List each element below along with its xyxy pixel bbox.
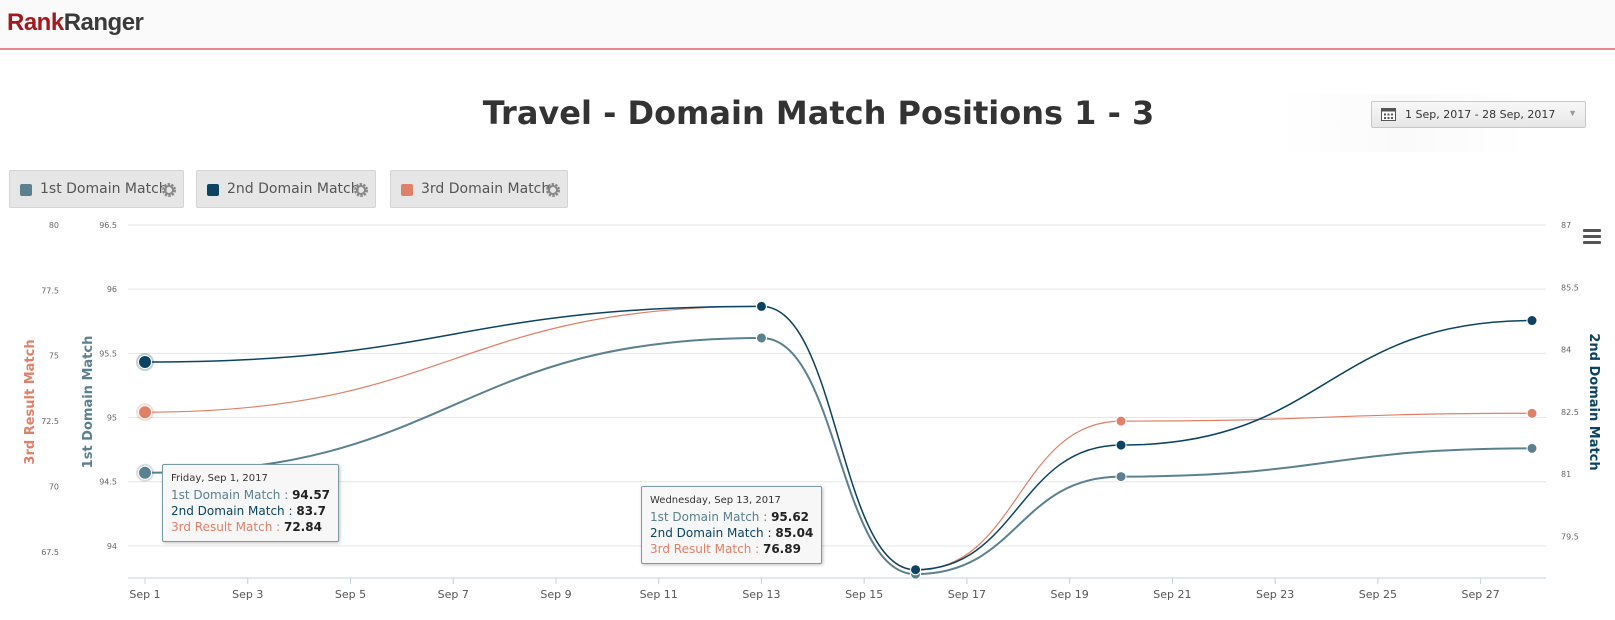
y-tick-label-3rd-result: 77.5 — [41, 286, 59, 295]
y-tick-label-2nd-domain: 84 — [1561, 346, 1571, 355]
legend-swatch — [207, 184, 219, 196]
tooltip-row-label: 2nd Domain Match : — [650, 526, 776, 540]
data-point — [138, 465, 152, 480]
data-point — [1526, 442, 1538, 454]
date-range-label: 1 Sep, 2017 - 28 Sep, 2017 — [1405, 108, 1556, 121]
x-tick-label: Sep 5 — [335, 588, 366, 601]
date-range-picker[interactable]: 1 Sep, 2017 - 28 Sep, 2017 ▼ — [1371, 101, 1586, 128]
y-tick-label-3rd-result: 75 — [49, 352, 59, 361]
axis-title-3rd-result-match: 3rd Result Match — [23, 339, 38, 464]
tooltip-row: 2nd Domain Match : 83.7 — [171, 503, 330, 519]
y-tick-label-2nd-domain: 81 — [1561, 470, 1571, 479]
legend-label: 3rd Domain Match — [421, 181, 551, 197]
top-bar: RankRanger — [0, 0, 1615, 50]
tooltip-row-value: 94.57 — [292, 488, 331, 502]
gear-icon[interactable] — [161, 182, 177, 198]
legend-label: 1st Domain Match — [40, 181, 168, 197]
tooltip-row-value: 95.62 — [771, 510, 810, 524]
hamburger-menu-icon[interactable] — [1583, 229, 1601, 245]
series-line-1 — [144, 305, 1533, 571]
logo-part-rank: Rank — [7, 9, 64, 36]
tooltip-row-value: 76.89 — [762, 542, 801, 556]
x-tick-label: Sep 3 — [232, 588, 263, 601]
tooltip-row: 3rd Result Match : 72.84 — [171, 519, 330, 535]
x-tick-label: Sep 11 — [640, 588, 678, 601]
gear-icon[interactable] — [545, 182, 561, 198]
data-point — [1115, 415, 1127, 427]
y-tick-label-2nd-domain: 87 — [1561, 221, 1571, 230]
legend-item-2nd-domain-match[interactable]: 2nd Domain Match — [196, 170, 376, 208]
y-tick-label-1st-domain: 94.5 — [99, 478, 117, 487]
gear-icon[interactable] — [353, 182, 369, 198]
x-tick-label: Sep 15 — [845, 588, 883, 601]
data-point — [1526, 315, 1538, 327]
legend-label: 2nd Domain Match — [227, 181, 360, 197]
data-point — [1115, 471, 1127, 483]
x-tick-label: Sep 1 — [129, 588, 160, 601]
chevron-down-icon: ▼ — [1568, 108, 1577, 118]
logo-part-ranger: Ranger — [63, 9, 144, 36]
x-tick-label: Sep 21 — [1153, 588, 1191, 601]
tooltip-row-label: 1st Domain Match : — [650, 510, 772, 524]
axis-title-2nd-domain-match: 2nd Domain Match — [1586, 333, 1601, 470]
data-point — [1526, 407, 1538, 419]
x-tick-label: Sep 17 — [948, 588, 986, 601]
legend-swatch — [401, 184, 413, 196]
data-point — [755, 332, 767, 344]
x-tick-label: Sep 25 — [1359, 588, 1397, 601]
y-tick-label-3rd-result: 70 — [49, 482, 59, 491]
data-point — [910, 564, 922, 576]
x-tick-label: Sep 27 — [1462, 588, 1500, 601]
tooltip-row-value: 85.04 — [775, 526, 814, 540]
y-tick-label-1st-domain: 95 — [107, 414, 117, 423]
y-tick-label-3rd-result: 72.5 — [41, 417, 59, 426]
axis-title-1st-domain-match: 1st Domain Match — [81, 336, 96, 469]
tooltip-row-value: 83.7 — [296, 504, 326, 518]
y-tick-label-3rd-result: 80 — [49, 221, 59, 230]
tooltip-row-value: 72.84 — [283, 520, 322, 534]
logo[interactable]: RankRanger — [7, 9, 144, 37]
tooltip-header: Friday, Sep 1, 2017 — [171, 473, 268, 484]
y-tick-label-2nd-domain: 79.5 — [1561, 532, 1579, 541]
tooltip-row: 2nd Domain Match : 85.04 — [650, 525, 813, 541]
tooltip-sep-13: Wednesday, Sep 13, 2017 1st Domain Match … — [641, 486, 823, 564]
data-point — [138, 405, 152, 420]
y-tick-label-1st-domain: 95.5 — [99, 349, 117, 358]
x-tick-label: Sep 13 — [742, 588, 780, 601]
legend-item-3rd-domain-match[interactable]: 3rd Domain Match — [390, 170, 568, 208]
x-tick-label: Sep 23 — [1256, 588, 1294, 601]
calendar-icon — [1381, 108, 1396, 121]
tooltip-row-label: 3rd Result Match : — [650, 542, 763, 556]
tooltip-row-label: 3rd Result Match : — [171, 520, 284, 534]
chart-title: Travel - Domain Match Positions 1 - 3 — [482, 94, 1155, 132]
tooltip-row: 3rd Result Match : 76.89 — [650, 541, 813, 557]
y-tick-label-3rd-result: 67.5 — [41, 548, 59, 557]
legend-swatch — [20, 184, 32, 196]
x-tick-label: Sep 9 — [540, 588, 571, 601]
y-tick-label-2nd-domain: 82.5 — [1561, 408, 1579, 417]
y-tick-label-1st-domain: 96.5 — [99, 221, 117, 230]
y-tick-label-1st-domain: 94 — [107, 542, 117, 551]
tooltip-row: 1st Domain Match : 95.62 — [650, 509, 813, 525]
data-point — [1115, 439, 1127, 451]
y-tick-label-1st-domain: 96 — [107, 285, 117, 294]
data-point — [138, 355, 152, 370]
tooltip-header: Wednesday, Sep 13, 2017 — [650, 495, 781, 506]
x-tick-label: Sep 7 — [438, 588, 469, 601]
series-line-0 — [144, 336, 1533, 576]
tooltip-row-label: 2nd Domain Match : — [171, 504, 297, 518]
y-tick-label-2nd-domain: 85.5 — [1561, 283, 1579, 292]
x-tick-label: Sep 19 — [1051, 588, 1089, 601]
tooltip-row-label: 1st Domain Match : — [171, 488, 293, 502]
tooltip-row: 1st Domain Match : 94.57 — [171, 487, 330, 503]
legend-item-1st-domain-match[interactable]: 1st Domain Match — [9, 170, 184, 208]
tooltip-sep-1: Friday, Sep 1, 2017 1st Domain Match : 94… — [162, 464, 340, 542]
data-point — [755, 300, 767, 312]
